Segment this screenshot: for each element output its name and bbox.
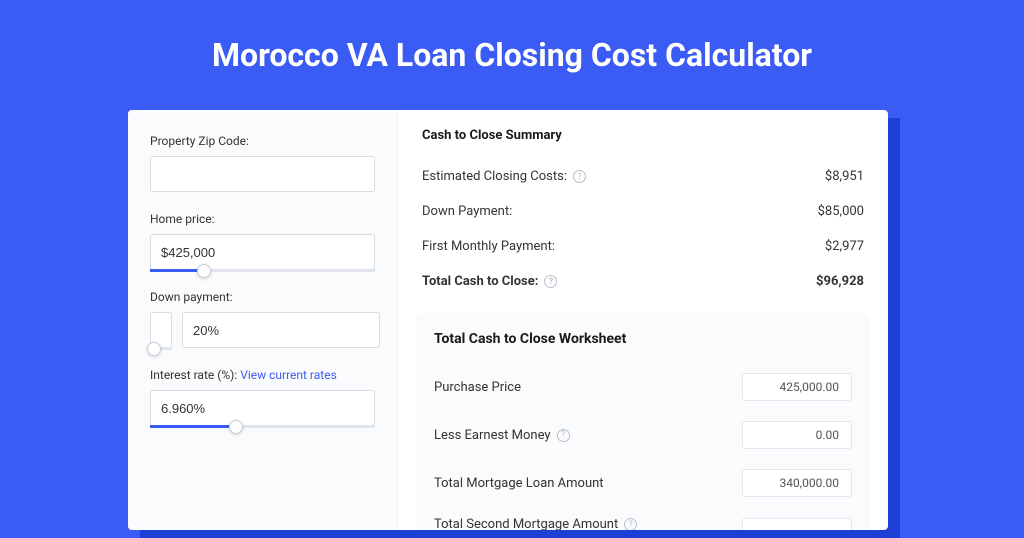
summary-value: $2,977	[825, 239, 864, 254]
summary-row-total: Total Cash to Close: ? $96,928	[422, 264, 864, 299]
home-price-slider[interactable]	[150, 234, 375, 270]
summary-label: Estimated Closing Costs:	[422, 169, 567, 184]
summary-row-first-payment: First Monthly Payment: $2,977	[422, 229, 864, 264]
help-icon[interactable]: ?	[624, 518, 637, 530]
summary-label: Down Payment:	[422, 204, 512, 219]
down-payment-label: Down payment:	[150, 290, 375, 304]
worksheet-value: 0.00	[742, 421, 852, 449]
summary-label: First Monthly Payment:	[422, 239, 555, 254]
zip-input[interactable]	[150, 156, 375, 192]
results-panel: Cash to Close Summary Estimated Closing …	[398, 110, 888, 530]
interest-rate-slider[interactable]	[150, 390, 375, 426]
worksheet-label: Purchase Price	[434, 380, 521, 395]
summary-total-label: Total Cash to Close:	[422, 274, 538, 289]
zip-field: Property Zip Code:	[150, 134, 375, 192]
worksheet-title: Total Cash to Close Worksheet	[434, 331, 852, 347]
summary-total-value: $96,928	[816, 274, 864, 289]
worksheet-row-earnest-money: Less Earnest Money ? 0.00	[434, 411, 852, 459]
home-price-label: Home price:	[150, 212, 375, 226]
worksheet-value: 425,000.00	[742, 373, 852, 401]
slider-thumb[interactable]	[147, 342, 161, 356]
worksheet-row-purchase-price: Purchase Price 425,000.00	[434, 363, 852, 411]
slider-fill	[150, 269, 204, 272]
interest-rate-input[interactable]	[150, 390, 375, 426]
slider-thumb[interactable]	[197, 264, 211, 278]
worksheet-label: Less Earnest Money	[434, 428, 551, 443]
down-payment-slider[interactable]	[150, 312, 172, 348]
zip-label: Property Zip Code:	[150, 134, 375, 148]
summary-value: $8,951	[825, 169, 864, 184]
worksheet-card: Total Cash to Close Worksheet Purchase P…	[416, 313, 870, 530]
worksheet-label: Total Mortgage Loan Amount	[434, 476, 604, 491]
down-payment-field: Down payment:	[150, 290, 375, 348]
worksheet-row-mortgage-amount: Total Mortgage Loan Amount 340,000.00	[434, 459, 852, 507]
page-title: Morocco VA Loan Closing Cost Calculator	[0, 0, 1024, 102]
worksheet-label: Total Second Mortgage Amount	[434, 517, 618, 530]
worksheet-row-second-mortgage: Total Second Mortgage Amount ?	[434, 507, 852, 530]
interest-rate-field: Interest rate (%): View current rates	[150, 368, 375, 426]
worksheet-value: 340,000.00	[742, 469, 852, 497]
summary-value: $85,000	[818, 204, 864, 219]
help-icon[interactable]: ?	[573, 170, 586, 183]
summary-card: Cash to Close Summary Estimated Closing …	[416, 128, 870, 299]
summary-row-closing-costs: Estimated Closing Costs: ? $8,951	[422, 159, 864, 194]
view-rates-link[interactable]: View current rates	[240, 368, 337, 382]
slider-fill	[150, 425, 236, 428]
down-payment-percent-input[interactable]	[182, 312, 380, 348]
help-icon[interactable]: ?	[544, 275, 557, 288]
interest-rate-label-text: Interest rate (%):	[150, 368, 237, 382]
worksheet-value	[742, 518, 852, 531]
home-price-input[interactable]	[150, 234, 375, 270]
calculator-card: Property Zip Code: Home price: Down paym…	[128, 110, 888, 530]
summary-title: Cash to Close Summary	[422, 128, 864, 143]
interest-rate-label: Interest rate (%): View current rates	[150, 368, 375, 382]
help-icon[interactable]: ?	[557, 429, 570, 442]
inputs-panel: Property Zip Code: Home price: Down paym…	[128, 110, 398, 530]
slider-thumb[interactable]	[229, 420, 243, 434]
home-price-field: Home price:	[150, 212, 375, 270]
summary-row-down-payment: Down Payment: $85,000	[422, 194, 864, 229]
